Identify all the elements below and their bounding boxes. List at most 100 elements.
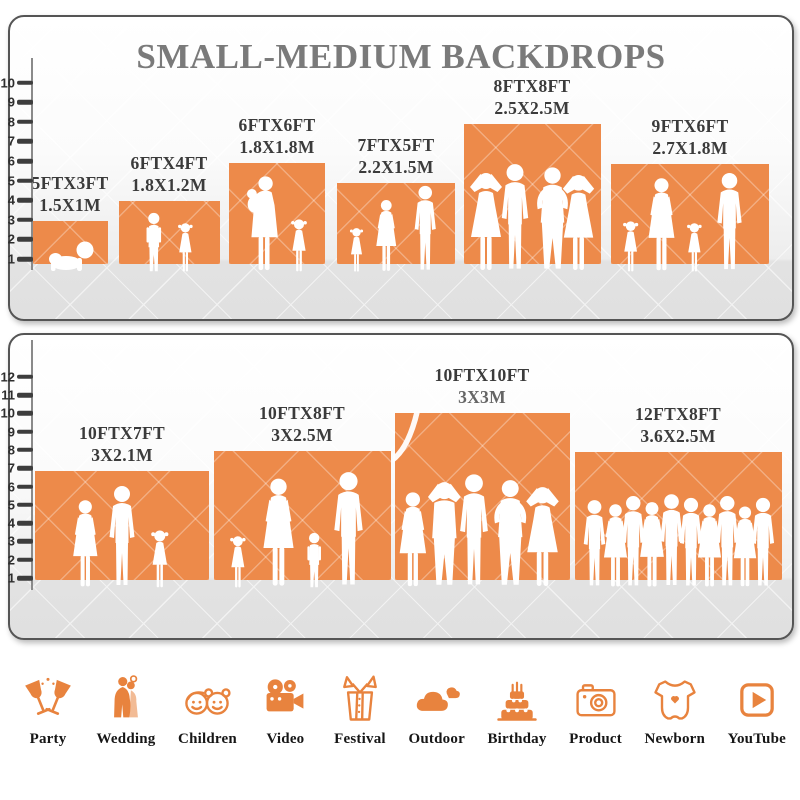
ruler-tick <box>17 99 33 105</box>
ruler-tick <box>17 429 33 434</box>
wedding-icon <box>114 675 138 718</box>
woman-silhouette <box>648 178 675 271</box>
ruler-bottom: 1 2 3 4 5 6 7 8 9 10 11 12 <box>0 0 34 800</box>
girl-silhouette <box>151 530 169 588</box>
backdrop-bar-10x7 <box>35 471 209 588</box>
category-label: Birthday <box>487 731 547 747</box>
woman-silhouette <box>73 500 98 587</box>
people-silhouettes <box>470 164 595 270</box>
backdrop-bar-8x8 <box>464 124 601 270</box>
size-label-8x8: 8FTX8FT 2.5X2.5M <box>493 76 571 118</box>
ruler-line-bottom <box>31 340 33 590</box>
woman-silhouette <box>399 492 427 587</box>
ruler-tick <box>17 575 33 581</box>
size-label-6x6: 6FTX6FT 1.8X1.8M <box>238 115 316 157</box>
ruler-line-top <box>31 58 33 270</box>
ruler-tick <box>17 411 33 416</box>
ruler-number: 4 <box>7 192 15 208</box>
ruler-top: 1 2 3 4 5 6 7 8 9 10 <box>0 0 34 800</box>
man-silhouette <box>109 486 135 585</box>
category-youtube[interactable]: YouTube <box>728 674 786 748</box>
ruler-number: 8 <box>7 114 15 130</box>
man-silhouette <box>751 497 775 586</box>
man-hands-on-hips-silhouette <box>537 167 568 269</box>
backdrop-bar-10x10 <box>393 411 570 587</box>
size-label-10x7: 10FTX7FT 3X2.1M <box>78 423 166 465</box>
child-silhouette <box>687 223 702 272</box>
people-silhouettes <box>399 474 559 587</box>
ruler-tick <box>17 139 33 144</box>
boy-silhouette <box>307 532 321 588</box>
category-outdoor[interactable]: Outdoor <box>409 674 465 748</box>
category-party[interactable]: Party <box>22 674 74 748</box>
ruler-number: 11 <box>1 387 15 403</box>
ruler-number: 6 <box>7 479 15 494</box>
ruler-tick <box>17 237 33 242</box>
man-hands-on-hips-silhouette <box>494 480 527 585</box>
ruler-tick <box>17 502 33 508</box>
category-festival[interactable]: Festival <box>334 674 386 748</box>
ruler-tick <box>17 557 33 562</box>
ruler-number: 3 <box>7 533 15 549</box>
category-children[interactable]: Children <box>178 674 237 748</box>
children-icon <box>185 688 232 715</box>
backdrop-bar-10x8 <box>214 451 391 588</box>
toddler-silhouette <box>349 228 364 272</box>
size-label-7x5: 7FTX5FT 2.2X1.5M <box>357 135 435 177</box>
girl-silhouette <box>623 221 639 272</box>
toddler-girl-silhouette <box>291 219 307 272</box>
ruler-number: 12 <box>0 369 15 385</box>
ruler-number: 10 <box>0 405 15 421</box>
category-newborn[interactable]: Newborn <box>644 674 705 748</box>
ruler-tick <box>17 256 33 262</box>
ruler-tick <box>17 197 33 203</box>
man-silhouette <box>715 495 739 586</box>
backdrop-bar-6x4 <box>119 201 220 272</box>
ruler-tick <box>17 447 33 453</box>
size-label-10x10: 10FTX10FT 3X3M <box>434 365 530 407</box>
category-wedding[interactable]: Wedding <box>97 674 156 748</box>
backdrop-bar-9x6 <box>611 164 769 272</box>
ruler-tick <box>17 539 33 544</box>
people-silhouettes <box>623 172 742 272</box>
backdrop-bar-6x6 <box>229 163 325 272</box>
ruler-number: 4 <box>7 515 15 531</box>
ruler-number: 2 <box>7 552 15 568</box>
ruler-number: 7 <box>7 133 15 149</box>
panel-large: 10FTX7FT 3X2.1M 10FTX8FT 3X2.5M <box>8 333 794 640</box>
product-icon <box>575 684 616 717</box>
people-silhouettes <box>583 494 775 587</box>
ruler-number: 9 <box>7 94 15 110</box>
ruler-tick <box>17 465 33 471</box>
festival-icon <box>343 675 377 721</box>
girl-silhouette <box>178 223 193 272</box>
man-silhouette <box>621 495 645 586</box>
ruler-number: 1 <box>7 570 15 586</box>
ruler-number: 5 <box>7 173 15 189</box>
category-label: Outdoor <box>408 731 465 747</box>
people-silhouettes <box>349 185 436 272</box>
ruler-number: 7 <box>7 460 15 476</box>
panel-small-medium: SMALL-MEDIUM BACKDROPS 5FTX3FT 1.5X1M 6F… <box>8 15 794 321</box>
category-row: Party Wedding Children <box>22 656 786 748</box>
ruler-number: 9 <box>7 424 15 440</box>
ruler-number: 5 <box>7 497 15 513</box>
man-silhouette <box>717 172 742 270</box>
category-label: Children <box>178 731 237 747</box>
category-birthday[interactable]: Birthday <box>487 674 546 748</box>
man-posing-silhouette <box>427 482 461 585</box>
backdrop-bar-7x5 <box>337 183 455 272</box>
size-label-5x3: 5FTX3FT 1.5X1M <box>31 173 109 215</box>
birthday-icon <box>497 681 537 721</box>
people-silhouettes <box>247 176 307 272</box>
size-label-12x8: 12FTX8FT 3.6X2.5M <box>634 404 722 446</box>
category-video[interactable]: Video <box>259 674 311 748</box>
baby-silhouette <box>49 241 94 271</box>
man-silhouette <box>679 497 703 586</box>
category-product[interactable]: Product <box>569 674 622 748</box>
woman-silhouette <box>263 478 294 586</box>
woman-silhouette <box>733 506 757 587</box>
ruler-number: 2 <box>7 231 15 247</box>
category-label: Product <box>569 731 622 747</box>
ruler-number: 1 <box>7 251 15 267</box>
